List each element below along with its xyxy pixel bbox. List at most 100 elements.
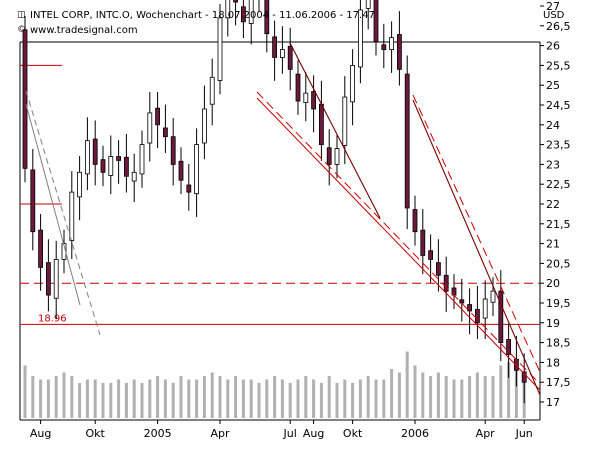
volume-bar <box>249 379 253 418</box>
candle-body <box>506 339 512 355</box>
downtrend-line-1 <box>289 42 381 219</box>
volume-bar <box>390 369 394 418</box>
volume-bar <box>273 376 277 418</box>
candle-body <box>404 73 410 209</box>
candle-body <box>365 0 371 9</box>
y-tick-label: 25,5 <box>546 59 571 72</box>
y-tick-label: 22,5 <box>546 178 571 191</box>
candle-body <box>155 107 161 126</box>
volume-bar <box>234 376 238 418</box>
volume-bar <box>483 376 487 418</box>
candle-body <box>233 0 239 3</box>
downtrend-line-3 <box>412 99 541 396</box>
chart-source: www.tradesignal.com <box>30 25 138 36</box>
candle-body <box>303 92 309 104</box>
y-tick-label: 21 <box>546 238 560 251</box>
downtrend-dashed-1 <box>256 91 541 385</box>
volume-bar <box>343 379 347 418</box>
candle-body <box>279 49 285 58</box>
downtrend-dashed-2 <box>412 94 541 373</box>
candle-body <box>124 156 129 177</box>
candle-body <box>459 299 465 304</box>
y-tick-label: 24 <box>546 119 560 132</box>
volume-bar <box>62 372 66 418</box>
candle-body <box>435 262 441 276</box>
volume-bar <box>296 379 300 418</box>
candle-body <box>420 229 426 256</box>
candle-body <box>373 0 379 43</box>
candle-body <box>428 250 434 260</box>
volume-bar <box>195 379 199 418</box>
volume-bar <box>304 376 308 418</box>
candle-body <box>201 108 207 144</box>
volume-bar <box>265 379 269 418</box>
candle-body <box>92 138 98 165</box>
x-tick-label: Jun <box>515 427 533 440</box>
gray-trend-channel <box>25 90 101 336</box>
volume-bar <box>444 376 448 418</box>
candle-body <box>396 34 402 70</box>
volume-bar <box>148 379 152 418</box>
volume-bar <box>436 372 440 418</box>
x-tick-label: Okt <box>343 427 363 440</box>
volume-bar <box>507 362 511 418</box>
volume-bar <box>210 372 214 418</box>
candle-body <box>162 127 168 138</box>
candle-body <box>116 156 121 161</box>
volume-bar <box>117 379 121 418</box>
y-tick-label: 22 <box>546 198 560 211</box>
trend-lines <box>25 42 541 396</box>
candle-body <box>225 0 231 19</box>
volume-bar <box>124 383 128 418</box>
volume-bar <box>351 383 355 418</box>
candle-body <box>326 147 332 165</box>
volume-bar <box>312 379 316 418</box>
y-tick-label: 25 <box>546 79 560 92</box>
volume-bar <box>397 372 401 418</box>
x-tick-label: Aug <box>30 427 51 440</box>
volume-bar <box>156 376 160 418</box>
volume-bar <box>132 379 136 418</box>
candle-body <box>46 262 51 296</box>
candle-body <box>482 298 488 319</box>
candle-body <box>240 6 246 23</box>
volume-bar <box>491 376 495 418</box>
volume-bar <box>171 383 175 418</box>
candle-body <box>85 140 90 175</box>
bar-chart-icon: ◫ <box>17 10 26 20</box>
volume-bar <box>218 376 222 418</box>
y-tick-label: 19,5 <box>546 297 571 310</box>
candle-body <box>490 290 496 303</box>
volume-bar <box>109 383 113 418</box>
candle-body <box>38 229 43 268</box>
y-tick-label: 23,5 <box>546 139 571 152</box>
candle-body <box>287 45 293 70</box>
candle-body <box>178 160 184 181</box>
candle-body <box>69 191 75 241</box>
volume-bar <box>327 376 331 418</box>
candle-body <box>22 29 28 169</box>
price-axis-ticks: 17 17,5 18 18,5 19 19,5 20 20,5 21 21,5 22 22,5 23 23… <box>540 0 571 409</box>
candle-body <box>357 9 363 68</box>
volume-bar <box>78 383 82 418</box>
candle-body <box>272 36 278 58</box>
candle-body <box>412 209 418 233</box>
volume-bar <box>405 351 409 418</box>
y-tick-label: 18,5 <box>546 337 571 350</box>
volume-bar <box>382 379 386 418</box>
candle-body <box>350 65 356 103</box>
volume-bar <box>85 379 89 418</box>
candle-body <box>264 0 270 35</box>
volume-bar <box>319 383 323 418</box>
volume-bar <box>452 379 456 418</box>
candle-body <box>53 259 59 299</box>
y-tick-label: 17 <box>546 396 560 409</box>
candle-body <box>342 96 348 146</box>
volume-bar <box>366 376 370 418</box>
candle-body <box>311 91 317 110</box>
candle-body <box>498 290 504 343</box>
volume-bar <box>413 365 417 418</box>
y-tick-label: 21,5 <box>546 218 571 231</box>
volume-bar <box>335 383 339 418</box>
